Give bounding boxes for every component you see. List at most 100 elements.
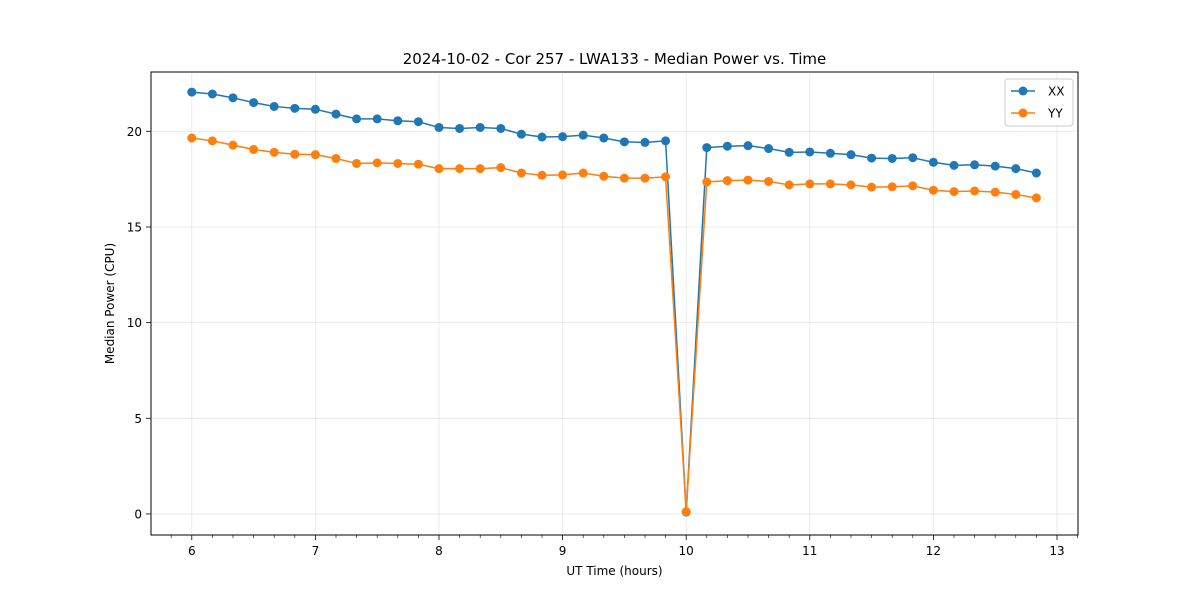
data-point-yy (805, 179, 815, 189)
data-point-xx (970, 160, 980, 170)
plot-area (150, 71, 1079, 536)
data-point-xx (228, 93, 238, 103)
data-point-yy (475, 164, 485, 174)
data-point-xx (702, 143, 712, 153)
x-tick-label: 6 (188, 544, 196, 558)
x-axis-label: UT Time (hours) (566, 564, 662, 578)
data-point-yy (269, 147, 279, 157)
data-point-xx (331, 109, 341, 119)
x-tick-label: 13 (1049, 544, 1064, 558)
legend-marker-xx (1018, 86, 1028, 96)
data-point-xx (949, 160, 959, 170)
data-point-xx (1011, 164, 1021, 174)
y-tick-label: 10 (127, 316, 142, 330)
data-point-yy (434, 164, 444, 174)
data-point-yy (846, 180, 856, 190)
data-point-yy (228, 140, 238, 150)
data-point-yy (290, 149, 300, 159)
data-point-xx (249, 98, 259, 108)
data-point-yy (949, 187, 959, 197)
data-point-xx (393, 116, 403, 126)
data-point-xx (455, 123, 465, 133)
data-point-xx (867, 153, 877, 163)
data-point-xx (413, 117, 423, 127)
y-axis-label: Median Power (CPU) (103, 243, 117, 364)
data-point-xx (372, 114, 382, 124)
data-point-xx (516, 129, 526, 139)
data-point-yy (537, 170, 547, 180)
data-point-yy (249, 144, 259, 154)
data-point-yy (722, 176, 732, 186)
data-point-yy (413, 159, 423, 169)
x-tick-label: 7 (312, 544, 320, 558)
series-xx (187, 87, 1041, 517)
data-point-xx (558, 132, 568, 142)
data-point-xx (928, 157, 938, 167)
grid (151, 72, 1078, 535)
data-point-xx (846, 150, 856, 160)
data-point-xx (825, 148, 835, 158)
y-tick-label: 15 (127, 220, 142, 234)
data-point-yy (867, 182, 877, 192)
data-point-xx (887, 153, 897, 163)
data-point-yy (764, 176, 774, 186)
data-point-xx (640, 137, 650, 147)
data-point-yy (619, 173, 629, 183)
data-point-yy (887, 182, 897, 192)
y-tick-label: 0 (134, 507, 142, 521)
y-tick-label: 20 (127, 125, 142, 139)
data-point-xx (743, 141, 753, 151)
data-point-yy (599, 171, 609, 181)
data-point-yy (352, 158, 362, 168)
data-point-xx (269, 101, 279, 111)
x-tick-label: 8 (435, 544, 443, 558)
data-point-yy (1031, 193, 1041, 203)
data-point-xx (764, 144, 774, 154)
x-tick-label: 11 (802, 544, 817, 558)
data-point-yy (310, 150, 320, 160)
x-tick-label: 9 (559, 544, 567, 558)
data-point-xx (599, 133, 609, 143)
data-point-yy (207, 136, 217, 146)
data-point-yy (1011, 189, 1021, 199)
data-point-yy (496, 163, 506, 173)
data-point-xx (207, 89, 217, 99)
chart-title: 2024-10-02 - Cor 257 - LWA133 - Median P… (403, 50, 827, 68)
legend-marker-yy (1018, 108, 1028, 118)
data-point-yy (990, 187, 1000, 197)
data-point-xx (475, 122, 485, 132)
data-point-yy (743, 175, 753, 185)
series-group (187, 87, 1041, 517)
legend: XX YY (1004, 78, 1074, 127)
data-point-xx (537, 132, 547, 142)
data-point-yy (784, 180, 794, 190)
data-point-xx (990, 161, 1000, 171)
data-point-yy (908, 181, 918, 191)
data-point-yy (393, 158, 403, 168)
legend-label-yy: YY (1047, 107, 1063, 121)
data-point-xx (434, 122, 444, 132)
x-axis: 6 7 8 9 10 11 12 13 (170, 535, 1078, 558)
data-point-xx (290, 103, 300, 113)
data-point-xx (1031, 168, 1041, 178)
legend-label-xx: XX (1048, 85, 1064, 99)
data-point-yy (681, 507, 691, 517)
series-yy (187, 133, 1041, 517)
data-point-yy (661, 172, 671, 182)
data-point-xx (784, 147, 794, 157)
y-tick-label: 5 (134, 412, 142, 426)
x-tick-label: 10 (679, 544, 694, 558)
data-point-yy (640, 173, 650, 183)
data-point-yy (970, 186, 980, 196)
data-point-xx (805, 147, 815, 157)
y-axis: 0 5 10 15 20 (127, 125, 151, 521)
data-point-yy (578, 168, 588, 178)
data-point-xx (619, 137, 629, 147)
x-tick-label: 12 (926, 544, 941, 558)
data-point-xx (187, 87, 197, 97)
data-point-yy (455, 164, 465, 174)
data-point-yy (825, 179, 835, 189)
data-point-yy (702, 177, 712, 187)
data-point-xx (661, 136, 671, 146)
